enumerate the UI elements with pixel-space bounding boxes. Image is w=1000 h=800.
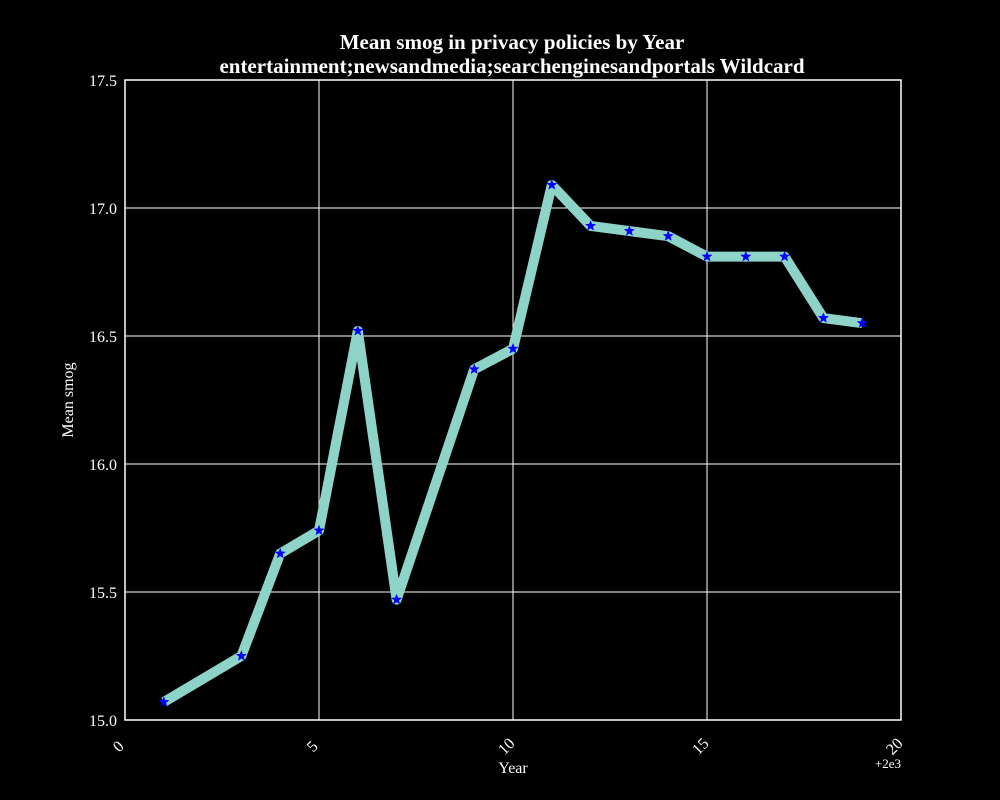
chart-subtitle: entertainment;newsandmedia;searchengines… <box>219 54 804 78</box>
y-tick-label: 16.5 <box>89 329 117 346</box>
data-point-marker <box>778 250 791 262</box>
data-point-marker <box>817 312 830 323</box>
y-axis-label: Mean smog <box>60 362 77 437</box>
x-offset-label: +2e3 <box>875 756 901 771</box>
data-point-marker <box>662 230 674 241</box>
data-point-marker <box>468 363 480 375</box>
data-point-marker <box>274 547 286 559</box>
data-point-marker <box>235 650 248 661</box>
y-tick-label: 17.0 <box>89 201 117 218</box>
y-tick-label: 16.0 <box>89 457 117 474</box>
y-tick-label: 17.5 <box>89 73 117 90</box>
chart-title: Mean smog in privacy policies by Year <box>340 30 685 54</box>
y-tick-label: 15.0 <box>89 713 117 730</box>
data-point-marker <box>390 593 403 605</box>
data-point-marker <box>352 324 364 336</box>
data-point-marker <box>507 342 519 354</box>
data-point-marker <box>740 250 752 262</box>
data-point-marker <box>701 250 713 262</box>
data-point-marker <box>313 524 325 536</box>
data-point-marker <box>584 220 597 231</box>
data-point-marker <box>158 696 170 707</box>
x-axis-label: Year <box>498 760 528 777</box>
data-point-marker <box>856 317 868 328</box>
data-markers <box>158 179 868 707</box>
data-point-marker <box>623 225 636 236</box>
data-point-marker <box>546 179 558 190</box>
y-tick-label: 15.5 <box>89 585 117 602</box>
